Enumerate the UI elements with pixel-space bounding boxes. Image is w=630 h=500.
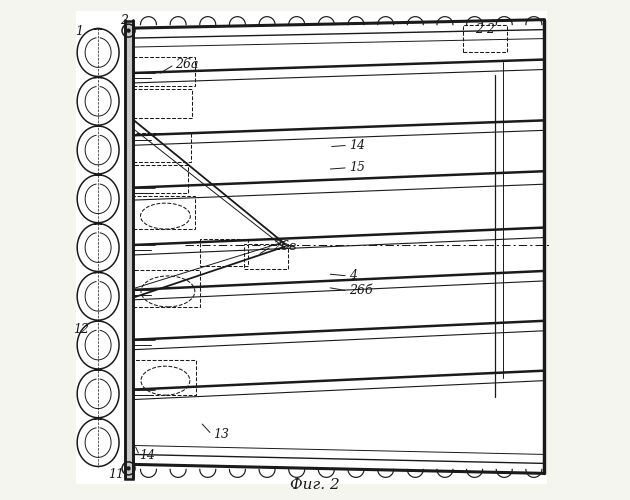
Text: 26б: 26б bbox=[349, 284, 372, 298]
Text: 15: 15 bbox=[349, 161, 365, 174]
Text: 26а: 26а bbox=[175, 58, 199, 71]
Text: 11: 11 bbox=[108, 468, 124, 481]
Text: 4: 4 bbox=[349, 270, 357, 282]
Text: 13: 13 bbox=[213, 428, 229, 441]
Text: 12: 12 bbox=[73, 324, 89, 336]
Text: 2 2: 2 2 bbox=[474, 23, 495, 36]
Circle shape bbox=[127, 29, 130, 32]
FancyBboxPatch shape bbox=[125, 20, 132, 479]
Circle shape bbox=[127, 467, 130, 470]
Text: 2: 2 bbox=[120, 14, 129, 27]
Text: 26в: 26в bbox=[273, 240, 296, 253]
Text: 1: 1 bbox=[75, 25, 83, 38]
Text: 14: 14 bbox=[139, 449, 156, 462]
Text: Фиг. 2: Фиг. 2 bbox=[290, 478, 340, 492]
FancyBboxPatch shape bbox=[76, 10, 547, 484]
Text: 14: 14 bbox=[349, 139, 365, 152]
